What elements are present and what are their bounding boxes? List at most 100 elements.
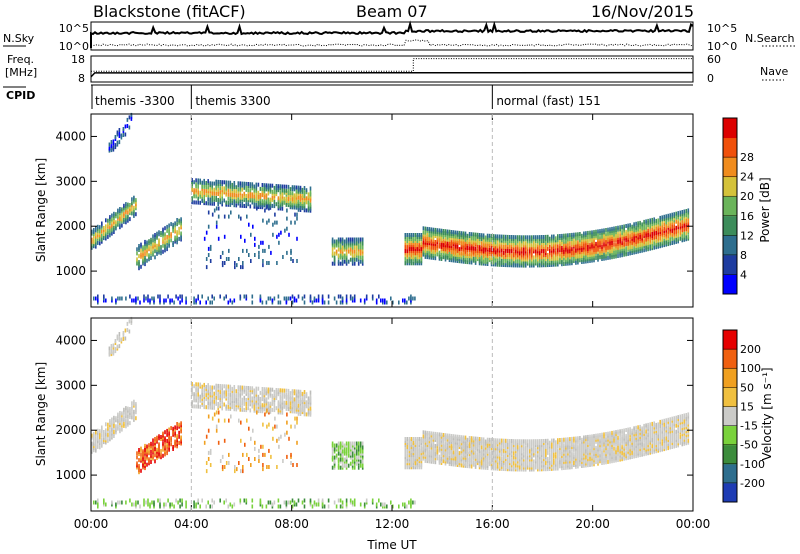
echo-cell [537, 255, 539, 260]
echo-cell [225, 202, 227, 207]
echo-cell [289, 296, 292, 301]
echo-cell [213, 181, 215, 186]
power-ylabel: Slant Range [km] [34, 158, 48, 262]
echo-cell [170, 426, 172, 431]
echo-cell [287, 405, 290, 410]
echo-cell [663, 222, 665, 227]
echo-cell [476, 249, 479, 253]
echo-cell [440, 459, 443, 463]
echo-cell [637, 245, 639, 250]
echo-cell [244, 238, 246, 243]
echo-cell [238, 214, 240, 219]
echo-cell [270, 454, 272, 459]
echo-cell [95, 234, 97, 239]
echo-cell [209, 259, 212, 263]
echo-cell [240, 216, 242, 221]
echo-cell [125, 204, 127, 209]
echo-cell [571, 255, 573, 260]
echo-cell [114, 135, 117, 139]
echo-cell [234, 469, 236, 474]
echo-cell [217, 198, 219, 202]
echo-cell [105, 432, 107, 437]
echo-cell [105, 228, 107, 233]
echo-cell [406, 300, 408, 305]
echo-cell [488, 233, 491, 238]
echo-cell [256, 410, 258, 415]
echo-cell [492, 248, 495, 253]
echo-cell [195, 382, 197, 387]
echo-cell [230, 414, 232, 419]
echo-cell [655, 218, 657, 223]
echo-cell [355, 245, 358, 250]
echo-cell [95, 438, 97, 443]
echo-cell [579, 232, 581, 236]
echo-cell [240, 438, 242, 443]
velocity-heatmap [91, 316, 690, 509]
echo-cell [663, 214, 665, 219]
echo-cell [236, 467, 238, 472]
echo-cell [510, 247, 513, 252]
echo-cell [468, 252, 471, 257]
echo-cell [95, 448, 97, 453]
echo-cell [153, 296, 155, 301]
echo-cell [269, 183, 272, 188]
echo-cell [303, 394, 306, 399]
echo-cell [152, 442, 154, 447]
echo-cell [281, 184, 284, 189]
echo-cell [416, 465, 419, 470]
echo-cell [152, 438, 154, 443]
echo-cell [154, 245, 156, 250]
echo-cell [434, 446, 437, 451]
echo-cell [157, 294, 159, 299]
echo-cell [404, 465, 407, 470]
echo-cell [488, 248, 491, 252]
echo-cell [112, 343, 115, 348]
echo-cell [553, 248, 555, 253]
echo-cell [565, 233, 567, 238]
echo-cell [227, 404, 230, 409]
echo-cell [520, 235, 523, 240]
echo-cell [227, 180, 230, 185]
echo-cell [406, 249, 409, 254]
echo-cell [117, 214, 119, 219]
echo-cell [410, 251, 413, 256]
echo-cell [125, 296, 127, 301]
echo-cell [351, 296, 354, 301]
echo-cell [341, 296, 344, 301]
echo-cell [440, 228, 443, 233]
echo-cell [607, 237, 609, 242]
echo-cell [207, 401, 209, 406]
echo-cell [176, 434, 178, 439]
echo-cell [217, 418, 220, 423]
echo-cell [643, 238, 645, 243]
echo-cell [561, 242, 563, 246]
echo-cell [254, 440, 256, 445]
echo-cell [613, 242, 615, 247]
echo-cell [207, 450, 210, 455]
echo-cell [337, 463, 340, 468]
echo-cell [671, 216, 673, 221]
echo-cell [221, 465, 224, 469]
echo-cell [240, 469, 242, 474]
echo-cell [651, 240, 653, 245]
echo-cell [315, 298, 318, 303]
echo-cell [545, 263, 547, 268]
echo-cell [281, 398, 284, 403]
echo-cell [140, 452, 142, 457]
echo-cell [191, 400, 193, 405]
echo-cell [245, 294, 248, 299]
echo-cell [272, 222, 274, 227]
echo-cell [264, 452, 266, 457]
echo-cell [170, 442, 172, 447]
echo-cell [170, 232, 172, 237]
echo-cell [353, 261, 356, 266]
echo-cell [93, 234, 95, 239]
echo-cell [625, 246, 627, 251]
echo-cell [229, 188, 232, 193]
echo-cell [221, 454, 224, 459]
echo-cell [331, 251, 334, 256]
echo-cell [518, 257, 521, 262]
echo-cell [617, 254, 619, 258]
echo-cell [547, 261, 549, 266]
echo-cell [121, 427, 123, 432]
